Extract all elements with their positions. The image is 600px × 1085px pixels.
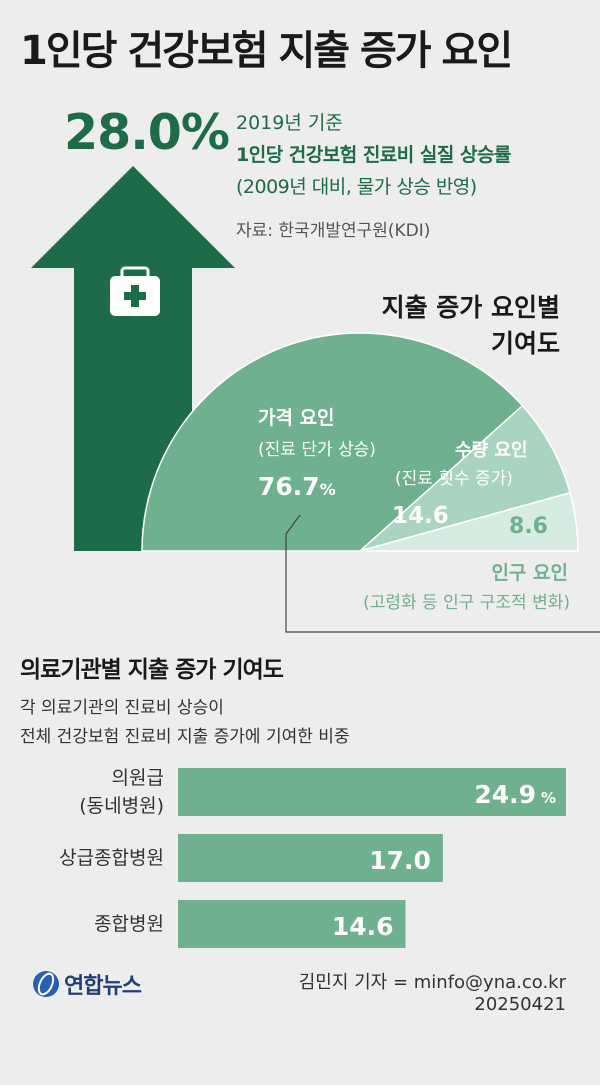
bar bbox=[178, 900, 406, 948]
contribution-title-line1: 지출 증가 요인별 bbox=[381, 293, 560, 322]
slice-sublabel: (고령화 등 인구 구조적 변화) bbox=[363, 593, 570, 613]
facility-desc-line2: 전체 건강보험 진료비 지출 증가에 기여한 비중 bbox=[20, 727, 350, 747]
bar-unit-label: % bbox=[541, 789, 556, 807]
yonhap-logo-icon bbox=[33, 971, 59, 997]
facility-desc-line1: 각 의료기관의 진료비 상승이 bbox=[20, 698, 224, 718]
leader-line bbox=[285, 514, 600, 633]
bar bbox=[178, 768, 566, 816]
contribution-title-line2: 기여도 bbox=[490, 329, 560, 358]
author-credit: 김민지 기자 = minfo@yna.co.kr bbox=[298, 972, 566, 993]
source-note: 자료: 한국개발연구원(KDI) bbox=[236, 221, 431, 241]
headline-label: 1인당 건강보험 진료비 실질 상승률 bbox=[236, 144, 511, 166]
bar-category-label-line: 의원급 bbox=[111, 767, 164, 789]
logo-text: 연합뉴스 bbox=[64, 974, 142, 999]
basis-year: 2019년 기준 bbox=[236, 112, 343, 134]
bar-value-label: 24.9 bbox=[474, 780, 536, 809]
slice-value: 14.6 bbox=[392, 503, 449, 529]
headline-note: (2009년 대비, 물가 상승 반영) bbox=[236, 176, 477, 198]
medical-kit-icon bbox=[110, 266, 160, 316]
slice-sublabel: (진료 횟수 증가) bbox=[395, 469, 513, 489]
bar bbox=[178, 834, 443, 882]
slice-value: 8.6 bbox=[509, 514, 548, 539]
pie-slice bbox=[359, 491, 579, 552]
facility-title: 의료기관별 지출 증가 기여도 bbox=[20, 657, 284, 683]
bar-category-label: 종합병원 bbox=[94, 910, 164, 938]
bar-category-label: 의원급 (동네병원) bbox=[79, 764, 164, 820]
bar-category-label: 상급종합병원 bbox=[59, 844, 164, 872]
bar-value-label: 17.0 bbox=[369, 846, 431, 875]
page-title: 1인당 건강보험 지출 증가 요인 bbox=[20, 28, 513, 74]
publish-date: 20250421 bbox=[474, 994, 566, 1015]
yonhap-logo: 연합뉴스 bbox=[32, 968, 142, 1000]
pie-slice bbox=[141, 332, 524, 552]
bar-category-label-line: 종합병원 bbox=[94, 913, 164, 935]
slice-label: 가격 요인 bbox=[258, 407, 335, 429]
bar-value-label: 14.6 bbox=[332, 912, 394, 941]
slice-label: 인구 요인 bbox=[491, 562, 568, 584]
pie-slice bbox=[359, 404, 571, 552]
headline-percent: 28.0% bbox=[64, 104, 230, 161]
slice-sublabel: (진료 단가 상승) bbox=[258, 440, 376, 460]
slice-label: 수량 요인 bbox=[455, 440, 528, 461]
bar-category-label-line: (동네병원) bbox=[79, 795, 164, 817]
contribution-title: 지출 증가 요인별 기여도 bbox=[382, 290, 560, 362]
bar-category-label-line: 상급종합병원 bbox=[59, 847, 164, 869]
